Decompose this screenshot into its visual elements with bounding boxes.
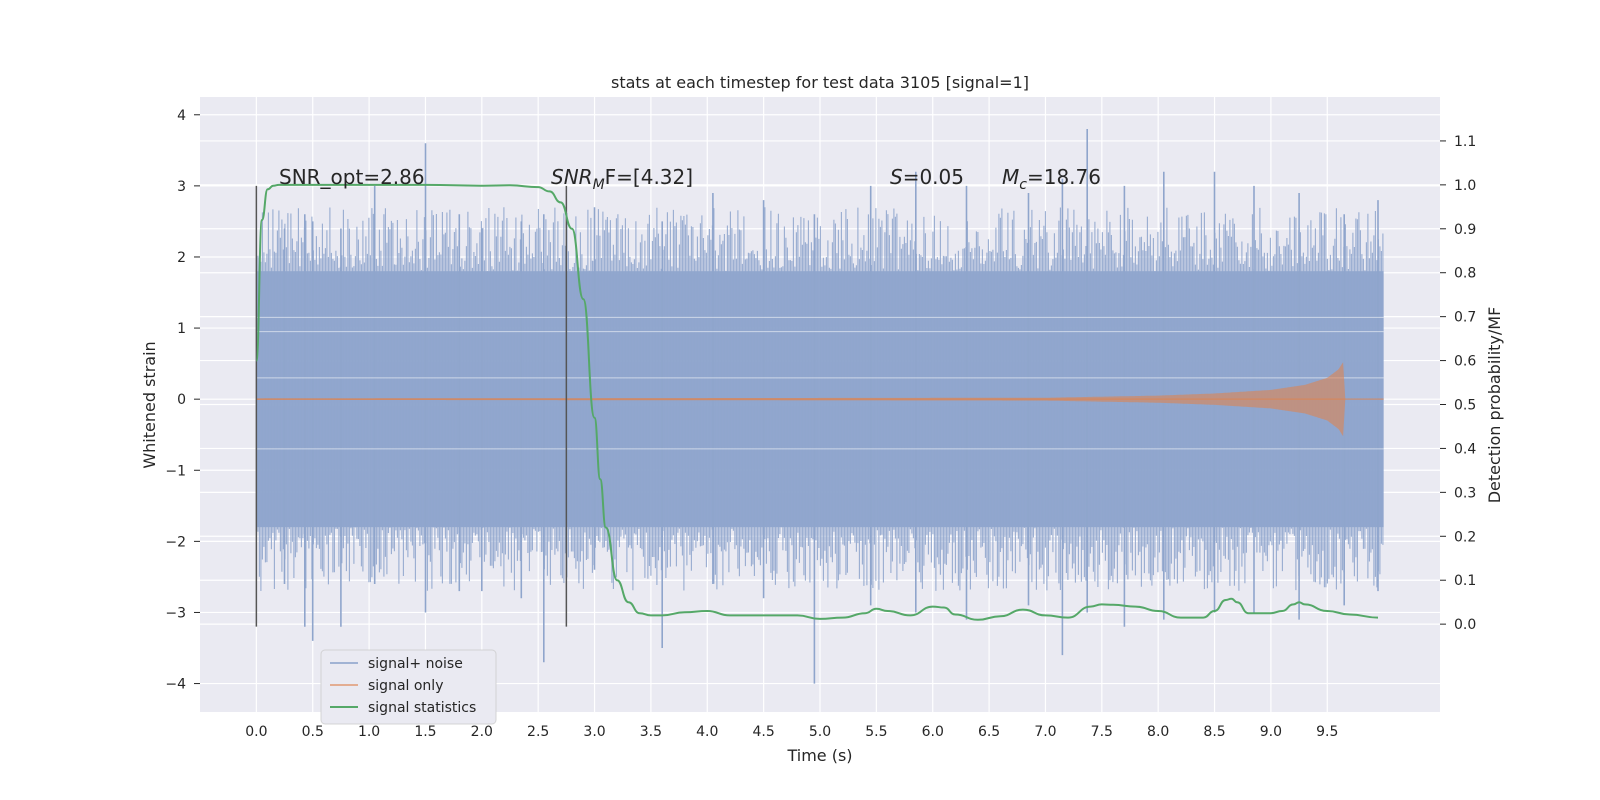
x-tick-label: 4.0 [696,724,718,740]
y-axis-left-label: Whitened strain [140,341,159,468]
vertical-markers [255,185,568,627]
y-axis-right-ticks: 1.1 1.0 0.9 0.8 0.7 0.6 0.5 0.4 0.3 0.2 0.1 0.0 [1440,134,1476,633]
x-tick-label: 3.0 [583,724,605,740]
y-left-tick-label: −4 [165,677,186,693]
y-right-tick-label: 1.1 [1454,134,1476,150]
y-left-tick-label: 1 [177,321,186,337]
annotation-snr-mf-subscript: M [593,177,605,193]
x-tick-label: 0.0 [245,724,267,740]
y-right-tick-label: 1.0 [1454,178,1476,194]
y-axis-right-label: Detection probability/MF [1485,307,1504,504]
annotation-mc-symbol: M [1002,165,1019,189]
y-right-tick-label: 0.2 [1454,529,1476,545]
legend-label-signal-statistics: signal statistics [368,700,476,716]
x-tick-label: 3.5 [640,724,662,740]
x-tick-label: 2.0 [471,724,493,740]
y-left-tick-label: −2 [165,534,186,550]
y-right-tick-label: 0.3 [1454,485,1476,501]
x-tick-label: 1.0 [358,724,380,740]
y-left-tick-label: 2 [177,250,186,266]
annotation-s-symbol: S [890,165,903,189]
y-left-tick-label: −3 [165,605,186,621]
series-signal-statistics [255,183,1379,621]
legend-label-signal-plus-noise: signal+ noise [368,656,463,672]
annotation-mc-subscript: c [1019,177,1027,193]
x-tick-label: 7.5 [1091,724,1113,740]
annotation-snr-mf: SNRMF=[4.32] [551,165,693,193]
x-tick-label: 6.0 [922,724,944,740]
x-tick-label: 1.5 [414,724,436,740]
x-axis-label: Time (s) [786,746,852,765]
x-tick-label: 4.5 [753,724,775,740]
x-tick-label: 8.0 [1147,724,1169,740]
annotation-snr-opt: SNR_opt=2.86 [279,165,425,189]
annotation-s: S=0.05 [890,165,964,189]
annotation-snr-mf-symbol: SNR [551,165,593,189]
y-left-tick-label: −1 [165,463,186,479]
y-left-tick-label: 3 [177,179,186,195]
annotation-mc-value: =18.76 [1027,165,1101,189]
x-tick-label: 8.5 [1203,724,1225,740]
y-right-tick-label: 0.1 [1454,573,1476,589]
x-tick-label: 7.0 [1034,724,1056,740]
chart-title: stats at each timestep for test data 310… [611,73,1029,92]
legend-box [320,649,497,725]
x-tick-label: 2.5 [527,724,549,740]
legend-label-signal-only: signal only [368,678,443,694]
x-tick-label: 5.5 [865,724,887,740]
y-left-tick-label: 4 [177,108,186,124]
x-tick-label: 9.0 [1260,724,1282,740]
y-right-tick-label: 0.7 [1454,310,1476,326]
x-tick-label: 6.5 [978,724,1000,740]
y-axis-left-ticks: 4 3 2 1 0 −1 −2 −3 −4 [165,108,200,693]
y-right-tick-label: 0.6 [1454,354,1476,370]
x-tick-label: 0.5 [302,724,324,740]
x-tick-label: 9.5 [1316,724,1338,740]
y-right-tick-label: 0.8 [1454,266,1476,282]
y-right-tick-label: 0.4 [1454,441,1476,457]
annotation-s-value: =0.05 [903,165,964,189]
y-right-tick-label: 0.0 [1454,617,1476,633]
statistics-line [255,183,1379,621]
y-left-tick-label: 0 [177,392,186,408]
x-axis-ticks: 0.0 0.5 1.0 1.5 2.0 2.5 3.0 3.5 4.0 4.5 5.0 5.5 6.0 6… [245,724,1338,740]
y-right-tick-label: 0.9 [1454,222,1476,238]
x-tick-label: 5.0 [809,724,831,740]
series-signal-only [256,362,1384,437]
legend: signal+ noise signal only signal statist… [320,649,497,725]
annotation-mc: Mc=18.76 [1002,165,1101,193]
y-right-tick-label: 0.5 [1454,398,1476,414]
annotation-snr-mf-value: F=[4.32] [605,165,693,189]
